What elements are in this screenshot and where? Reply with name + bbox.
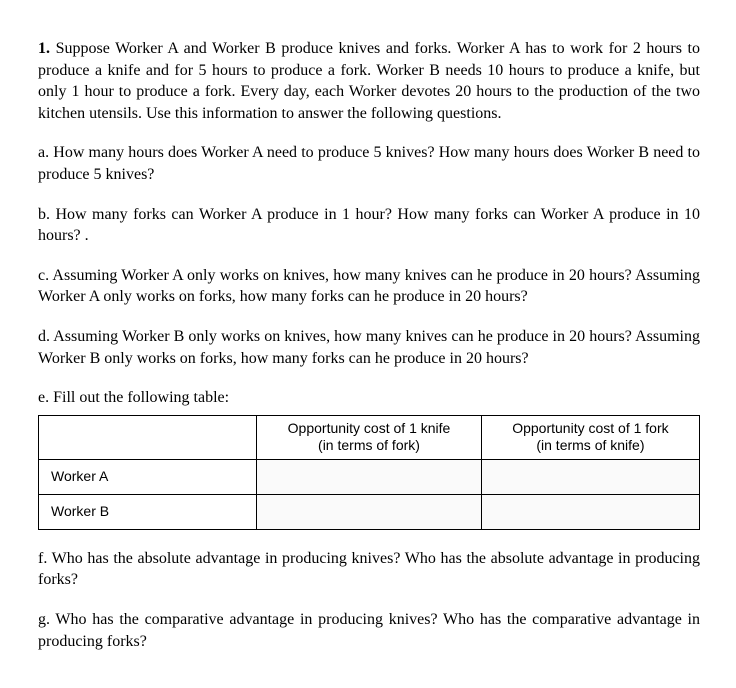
table-header-fork-line2: (in terms of knife) [536, 437, 644, 453]
question-intro-text: Suppose Worker A and Worker B produce kn… [38, 40, 700, 122]
table-header-knife-line1: Opportunity cost of 1 knife [288, 420, 451, 436]
question-f: f. Who has the absolute advantage in pro… [38, 548, 700, 591]
table-header-fork: Opportunity cost of 1 fork (in terms of … [481, 415, 699, 459]
table-header-row: Opportunity cost of 1 knife (in terms of… [39, 415, 700, 459]
question-number: 1. [38, 40, 50, 57]
question-c: c. Assuming Worker A only works on knive… [38, 265, 700, 308]
cell-worker-b-knife [257, 494, 482, 529]
question-a: a. How many hours does Worker A need to … [38, 142, 700, 185]
cell-worker-b-fork [481, 494, 699, 529]
cell-worker-a-knife [257, 459, 482, 494]
question-e-intro: e. Fill out the following table: [38, 387, 700, 409]
question-g: g. Who has the comparative advantage in … [38, 609, 700, 652]
table-header-knife: Opportunity cost of 1 knife (in terms of… [257, 415, 482, 459]
question-d: d. Assuming Worker B only works on knive… [38, 326, 700, 369]
row-label-worker-b: Worker B [39, 494, 257, 529]
question-b: b. How many forks can Worker A produce i… [38, 204, 700, 247]
table-row: Worker B [39, 494, 700, 529]
cell-worker-a-fork [481, 459, 699, 494]
question-intro: 1. Suppose Worker A and Worker B produce… [38, 38, 700, 124]
opportunity-cost-table: Opportunity cost of 1 knife (in terms of… [38, 415, 700, 530]
table-header-empty [39, 415, 257, 459]
table-row: Worker A [39, 459, 700, 494]
row-label-worker-a: Worker A [39, 459, 257, 494]
table-header-fork-line1: Opportunity cost of 1 fork [512, 420, 668, 436]
table-header-knife-line2: (in terms of fork) [318, 437, 420, 453]
